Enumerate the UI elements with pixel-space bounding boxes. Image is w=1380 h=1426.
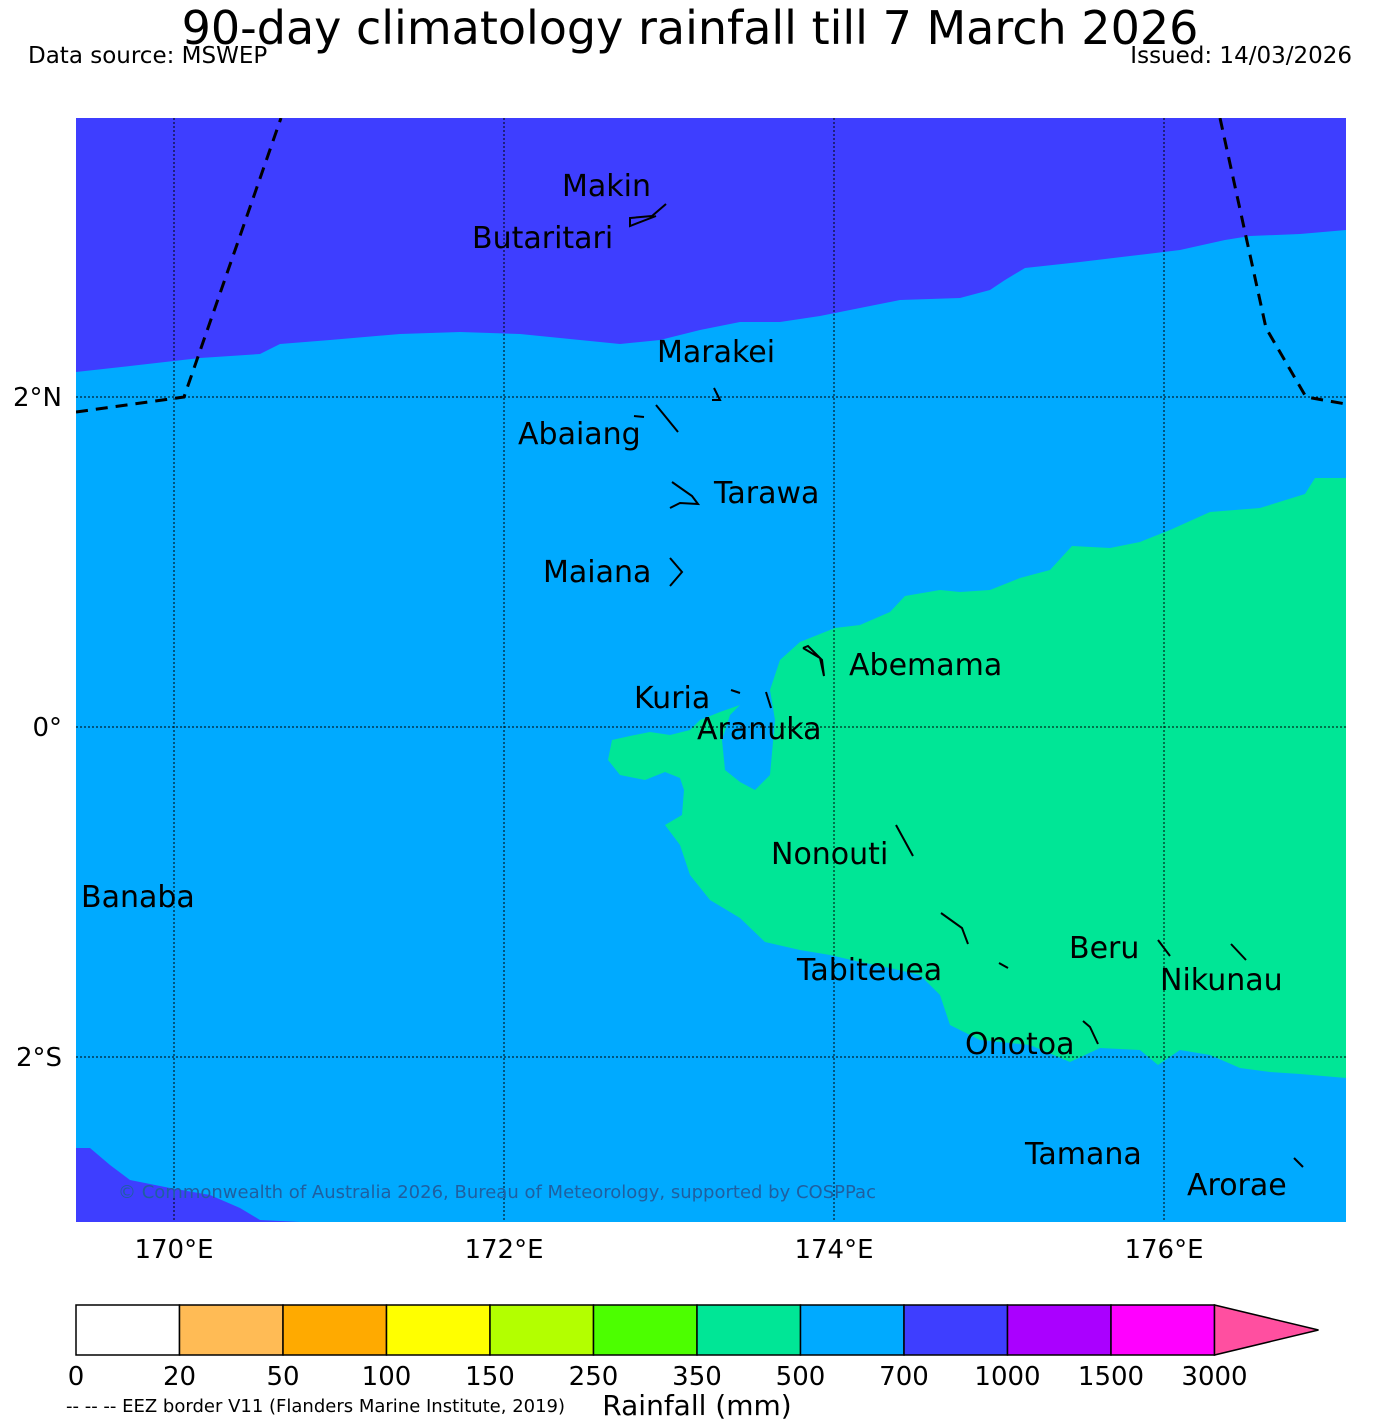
label-butaritari: Butaritari xyxy=(472,221,613,256)
island-abemama xyxy=(802,644,825,677)
map-title: 90-day climatology rainfall till 7 March… xyxy=(181,1,1199,55)
island-nonouti xyxy=(895,824,914,857)
colorbar-tick-label: 100 xyxy=(362,1362,412,1392)
colorbar-tick-label: 0 xyxy=(68,1362,85,1392)
lat-label-2n: 2°N xyxy=(13,383,62,413)
label-banaba: Banaba xyxy=(81,880,195,915)
label-tamana: Tamana xyxy=(1024,1137,1142,1172)
label-onotoa: Onotoa xyxy=(965,1027,1074,1062)
colorbar-tick-label: 150 xyxy=(465,1362,515,1392)
label-marakei: Marakei xyxy=(657,335,775,370)
island-arorae xyxy=(1293,1157,1304,1168)
island-makin-butaritari xyxy=(629,203,667,228)
island-kuria xyxy=(730,689,741,694)
island-tabiteuea-south xyxy=(998,962,1009,969)
colorbar-tick-label: 250 xyxy=(569,1362,619,1392)
colorbar-swatch xyxy=(903,1304,1009,1356)
eez-note: -- -- -- EEZ border V11 (Flanders Marine… xyxy=(66,1396,565,1417)
island-marakei xyxy=(712,387,722,401)
island-maiana xyxy=(669,557,684,587)
colorbar-tick-label: 20 xyxy=(163,1362,196,1392)
colorbar-tick-label: 50 xyxy=(266,1362,299,1392)
colorbar-swatch xyxy=(282,1304,388,1356)
lon-label-172: 172°E xyxy=(464,1235,543,1265)
copyright-notice: © Commonwealth of Australia 2026, Bureau… xyxy=(118,1182,876,1203)
colorbar-swatch xyxy=(75,1304,181,1356)
label-maiana: Maiana xyxy=(543,555,651,590)
island-abaiang-2 xyxy=(633,415,645,418)
colorbar-tick-label: 1000 xyxy=(974,1362,1040,1392)
colorbar-tick-label: 500 xyxy=(776,1362,826,1392)
label-kuria: Kuria xyxy=(634,681,710,716)
colorbar-tick-label: 350 xyxy=(672,1362,722,1392)
colorbar-tick-label: 1500 xyxy=(1078,1362,1144,1392)
label-abaiang: Abaiang xyxy=(518,417,641,452)
lon-label-174: 174°E xyxy=(794,1235,873,1265)
label-tabiteuea: Tabiteuea xyxy=(796,953,942,988)
colorbar-tick-label: 700 xyxy=(879,1362,929,1392)
colorbar-tick-label: 3000 xyxy=(1181,1362,1247,1392)
label-abemama: Abemama xyxy=(849,648,1002,683)
label-nikunau: Nikunau xyxy=(1160,963,1283,998)
graticule xyxy=(76,118,1346,1222)
colorbar-label: Rainfall (mm) xyxy=(602,1389,791,1422)
colorbar-swatch xyxy=(1110,1304,1216,1356)
island-aranuka xyxy=(765,691,772,709)
island-outlines xyxy=(629,203,1304,1168)
issued-date: Issued: 14/03/2026 xyxy=(1130,43,1352,69)
label-tarawa: Tarawa xyxy=(713,476,819,511)
colorbar-extension xyxy=(1213,1304,1319,1356)
eez-border-east xyxy=(1218,118,1346,406)
rainfall-band-700-1000-southwest xyxy=(76,1148,300,1222)
island-tarawa xyxy=(669,481,701,509)
island-nikunau xyxy=(1230,943,1247,961)
island-onotoa xyxy=(1082,1020,1099,1045)
lon-label-170: 170°E xyxy=(134,1235,213,1265)
label-makin: Makin xyxy=(562,169,651,204)
lat-label-2s: 2°S xyxy=(16,1043,62,1073)
colorbar-swatch xyxy=(799,1304,905,1356)
colorbar-swatch xyxy=(178,1304,284,1356)
label-beru: Beru xyxy=(1069,931,1139,966)
rainfall-field xyxy=(76,118,1346,1222)
colorbar-swatch xyxy=(696,1304,802,1356)
label-nonouti: Nonouti xyxy=(771,837,888,872)
eez-border xyxy=(76,118,1346,414)
label-aranuka: Aranuka xyxy=(697,712,822,747)
island-abaiang xyxy=(655,404,679,433)
colorbar-swatch xyxy=(385,1304,491,1356)
rainfall-band-700-1000 xyxy=(76,118,1346,372)
colorbar-swatch xyxy=(1006,1304,1112,1356)
rainfall-band-350-500 xyxy=(608,478,1346,1078)
island-beru xyxy=(1157,939,1171,957)
lon-label-176: 176°E xyxy=(1124,1235,1203,1265)
lat-label-0: 0° xyxy=(32,713,62,743)
colorbar-swatch xyxy=(489,1304,595,1356)
colorbar: 0 20 50 100 150 250 350 500 700 1000 1500 3000 xyxy=(68,1304,1319,1392)
label-arorae: Arorae xyxy=(1187,1168,1287,1203)
data-source: Data source: MSWEP xyxy=(28,43,268,69)
colorbar-swatch xyxy=(592,1304,698,1356)
eez-border-west xyxy=(76,118,283,414)
island-tabiteuea-north xyxy=(940,912,969,945)
